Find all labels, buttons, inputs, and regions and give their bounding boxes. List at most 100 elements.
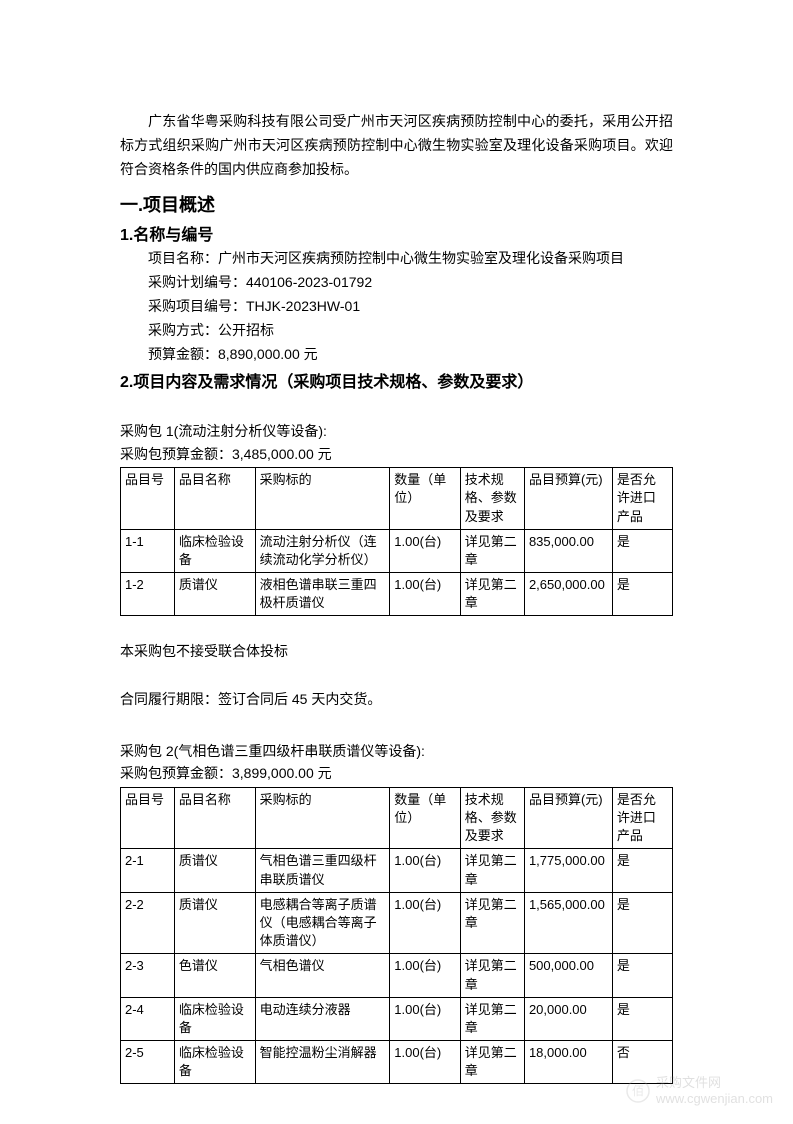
package-2-budget-label: 采购包预算金额： <box>120 765 232 781</box>
table-header-row: 品目号 品目名称 采购标的 数量（单位） 技术规格、参数及要求 品目预算(元) … <box>121 468 673 530</box>
project-name-line: 项目名称：广州市天河区疾病预防控制中心微生物实验室及理化设备采购项目 <box>120 247 673 271</box>
header-name: 品目名称 <box>174 787 255 849</box>
header-target: 采购标的 <box>255 468 390 530</box>
project-number-value: THJK-2023HW-01 <box>246 298 360 314</box>
package-1-note: 本采购包不接受联合体投标 <box>120 640 673 664</box>
method-value: 公开招标 <box>218 322 274 338</box>
cell-name: 质谱仪 <box>174 573 255 616</box>
budget-line: 预算金额：8,890,000.00 元 <box>120 343 673 367</box>
watermark-logo-icon: 佰 <box>626 1079 650 1103</box>
cell-spec: 详见第二章 <box>460 1041 524 1084</box>
cell-target: 气相色谱三重四级杆串联质谱仪 <box>255 849 390 892</box>
cell-budget: 500,000.00 <box>524 954 612 997</box>
cell-id: 2-2 <box>121 892 175 954</box>
cell-qty: 1.00(台) <box>390 954 460 997</box>
package-1-budget-label: 采购包预算金额： <box>120 446 232 462</box>
header-import: 是否允许进口产品 <box>612 787 672 849</box>
package-1-contract: 合同履行期限：签订合同后 45 天内交货。 <box>120 688 673 712</box>
cell-id: 1-1 <box>121 529 175 572</box>
package-2-title: 采购包 2(气相色谱三重四级杆串联质谱仪等设备): <box>120 740 673 762</box>
cell-target: 液相色谱串联三重四极杆质谱仪 <box>255 573 390 616</box>
package-1-table: 品目号 品目名称 采购标的 数量（单位） 技术规格、参数及要求 品目预算(元) … <box>120 467 673 616</box>
header-id: 品目号 <box>121 787 175 849</box>
cell-name: 临床检验设备 <box>174 529 255 572</box>
cell-budget: 2,650,000.00 <box>524 573 612 616</box>
project-name-label: 项目名称： <box>148 250 218 266</box>
cell-budget: 18,000.00 <box>524 1041 612 1084</box>
cell-name: 质谱仪 <box>174 849 255 892</box>
cell-id: 1-2 <box>121 573 175 616</box>
table-row: 2-3色谱仪气相色谱仪1.00(台)详见第二章500,000.00是 <box>121 954 673 997</box>
plan-number-value: 440106-2023-01792 <box>246 274 372 290</box>
project-number-label: 采购项目编号： <box>148 298 246 314</box>
cell-budget: 1,565,000.00 <box>524 892 612 954</box>
cell-import: 是 <box>612 997 672 1040</box>
plan-number-line: 采购计划编号：440106-2023-01792 <box>120 271 673 295</box>
table-row: 2-2质谱仪电感耦合等离子质谱仪（电感耦合等离子体质谱仪）1.00(台)详见第二… <box>121 892 673 954</box>
cell-qty: 1.00(台) <box>390 849 460 892</box>
cell-name: 色谱仪 <box>174 954 255 997</box>
header-spec: 技术规格、参数及要求 <box>460 468 524 530</box>
package-2-budget-value: 3,899,000.00 元 <box>232 765 332 781</box>
cell-qty: 1.00(台) <box>390 529 460 572</box>
cell-spec: 详见第二章 <box>460 529 524 572</box>
cell-qty: 1.00(台) <box>390 1041 460 1084</box>
cell-qty: 1.00(台) <box>390 997 460 1040</box>
cell-import: 是 <box>612 529 672 572</box>
cell-target: 智能控温粉尘消解器 <box>255 1041 390 1084</box>
header-import: 是否允许进口产品 <box>612 468 672 530</box>
table-row: 2-4临床检验设备电动连续分液器1.00(台)详见第二章20,000.00是 <box>121 997 673 1040</box>
cell-spec: 详见第二章 <box>460 573 524 616</box>
header-name: 品目名称 <box>174 468 255 530</box>
header-target: 采购标的 <box>255 787 390 849</box>
cell-budget: 20,000.00 <box>524 997 612 1040</box>
cell-target: 电感耦合等离子质谱仪（电感耦合等离子体质谱仪） <box>255 892 390 954</box>
subsection-1-1-title: 1.名称与编号 <box>120 221 673 245</box>
cell-id: 2-1 <box>121 849 175 892</box>
cell-qty: 1.00(台) <box>390 892 460 954</box>
cell-spec: 详见第二章 <box>460 849 524 892</box>
table-row: 1-2质谱仪液相色谱串联三重四极杆质谱仪1.00(台)详见第二章2,650,00… <box>121 573 673 616</box>
cell-id: 2-3 <box>121 954 175 997</box>
header-id: 品目号 <box>121 468 175 530</box>
cell-id: 2-4 <box>121 997 175 1040</box>
cell-qty: 1.00(台) <box>390 573 460 616</box>
cell-import: 是 <box>612 892 672 954</box>
package-1-title: 采购包 1(流动注射分析仪等设备): <box>120 420 673 442</box>
package-1-budget: 采购包预算金额：3,485,000.00 元 <box>120 443 673 465</box>
cell-name: 质谱仪 <box>174 892 255 954</box>
plan-number-label: 采购计划编号： <box>148 274 246 290</box>
package-2-table: 品目号 品目名称 采购标的 数量（单位） 技术规格、参数及要求 品目预算(元) … <box>120 787 673 1085</box>
table-header-row: 品目号 品目名称 采购标的 数量（单位） 技术规格、参数及要求 品目预算(元) … <box>121 787 673 849</box>
table-row: 2-1质谱仪气相色谱三重四级杆串联质谱仪1.00(台)详见第二章1,775,00… <box>121 849 673 892</box>
header-budget: 品目预算(元) <box>524 787 612 849</box>
header-qty: 数量（单位） <box>390 787 460 849</box>
budget-value: 8,890,000.00 元 <box>218 346 318 362</box>
subsection-1-2-title: 2.项目内容及需求情况（采购项目技术规格、参数及要求） <box>120 368 673 392</box>
section-1-title: 一.项目概述 <box>120 191 673 217</box>
cell-target: 气相色谱仪 <box>255 954 390 997</box>
cell-name: 临床检验设备 <box>174 1041 255 1084</box>
cell-import: 是 <box>612 849 672 892</box>
header-qty: 数量（单位） <box>390 468 460 530</box>
watermark-line2: www.cgwenjian.com <box>656 1091 773 1107</box>
cell-spec: 详见第二章 <box>460 954 524 997</box>
header-budget: 品目预算(元) <box>524 468 612 530</box>
svg-text:佰: 佰 <box>632 1084 644 1098</box>
package-1-budget-value: 3,485,000.00 元 <box>232 446 332 462</box>
project-name-value: 广州市天河区疾病预防控制中心微生物实验室及理化设备采购项目 <box>218 250 624 266</box>
header-spec: 技术规格、参数及要求 <box>460 787 524 849</box>
method-label: 采购方式： <box>148 322 218 338</box>
cell-budget: 1,775,000.00 <box>524 849 612 892</box>
cell-target: 电动连续分液器 <box>255 997 390 1040</box>
watermark: 佰 采购文件网 www.cgwenjian.com <box>626 1075 773 1106</box>
budget-label: 预算金额： <box>148 346 218 362</box>
intro-paragraph: 广东省华粤采购科技有限公司受广州市天河区疾病预防控制中心的委托，采用公开招标方式… <box>120 110 673 181</box>
cell-id: 2-5 <box>121 1041 175 1084</box>
cell-spec: 详见第二章 <box>460 997 524 1040</box>
table-row: 2-5临床检验设备智能控温粉尘消解器1.00(台)详见第二章18,000.00否 <box>121 1041 673 1084</box>
project-number-line: 采购项目编号：THJK-2023HW-01 <box>120 295 673 319</box>
cell-budget: 835,000.00 <box>524 529 612 572</box>
method-line: 采购方式：公开招标 <box>120 319 673 343</box>
cell-target: 流动注射分析仪（连续流动化学分析仪） <box>255 529 390 572</box>
